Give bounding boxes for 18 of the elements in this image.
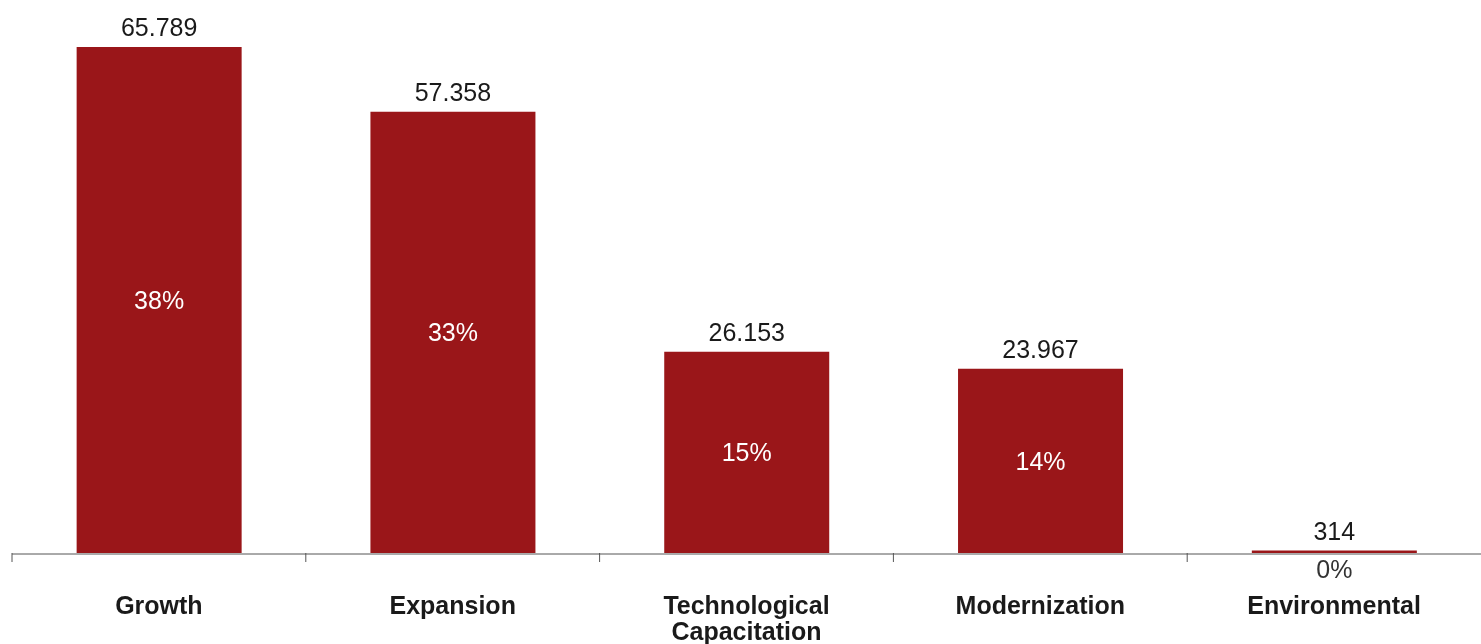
bar	[664, 351, 830, 553]
data-label: 65.789	[120, 13, 198, 41]
x-tick-label: Expansion	[389, 590, 516, 619]
x-tick-label: Growth	[115, 590, 203, 619]
bar	[76, 47, 242, 553]
annotation: 14%	[1015, 446, 1066, 475]
bar	[958, 368, 1124, 553]
data-label: 314	[1313, 516, 1356, 545]
bar	[370, 111, 536, 553]
x-tick-label: Environmental	[1247, 590, 1421, 619]
text: 0%	[1316, 555, 1353, 583]
annotation: 15%	[721, 438, 772, 467]
annotation: 38%	[134, 286, 185, 314]
data-label: 26.153	[708, 317, 785, 346]
x-tick-label: Modernization	[955, 590, 1126, 619]
data-label: 57.358	[414, 77, 492, 106]
data-label: 23.967	[1002, 334, 1079, 363]
annotation: 33%	[427, 318, 478, 347]
